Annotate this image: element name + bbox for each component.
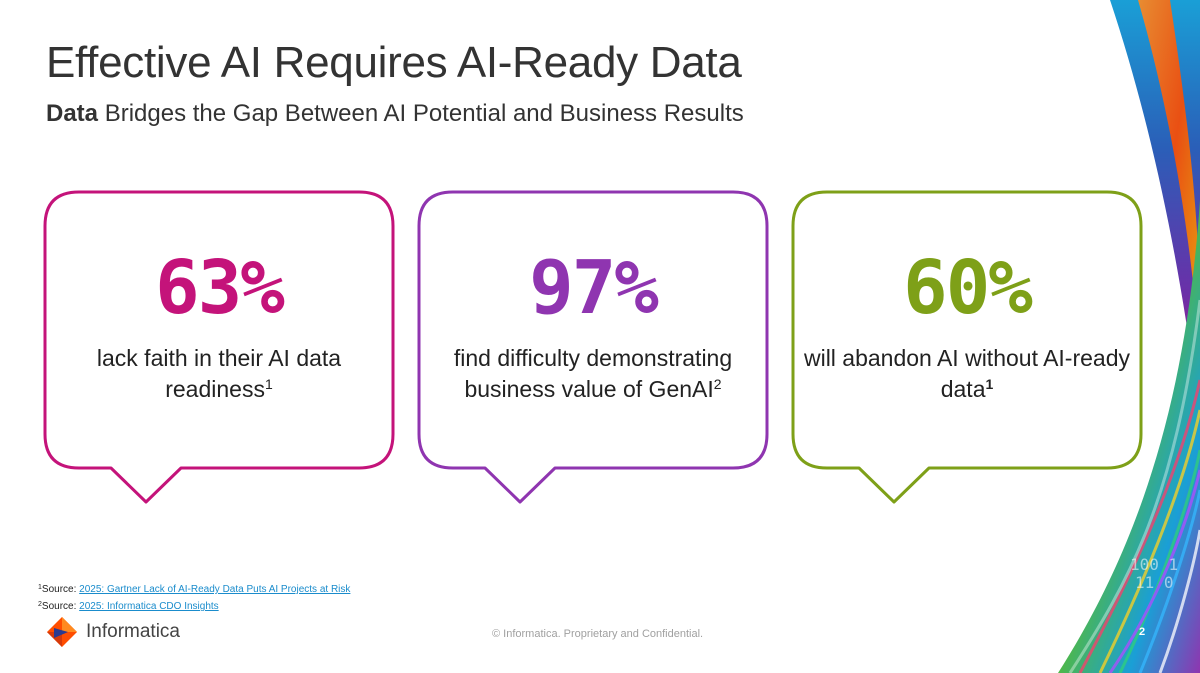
stat-value: 63%: [155, 245, 285, 331]
footnote-link-2[interactable]: 2025: Informatica CDO Insights: [79, 601, 219, 612]
subtitle-bold: Data: [46, 100, 99, 127]
copyright-notice: © Informatica. Proprietary and Confident…: [492, 628, 704, 640]
stat-bubble-1: 63% lack faith in their AI data readines…: [41, 190, 397, 506]
decorative-swoosh: 100 1 11 0: [1058, 0, 1200, 673]
page-number: 2: [1139, 626, 1146, 638]
footnote-ref: 2: [713, 376, 722, 392]
footnote-ref: 1: [264, 376, 273, 392]
speech-bubble-shape: [43, 190, 395, 504]
footnotes: 1Source: 2025: Gartner Lack of AI-Ready …: [38, 580, 350, 614]
footnote-link-1[interactable]: 2025: Gartner Lack of AI-Ready Data Puts…: [79, 584, 351, 595]
speech-bubble-shape: [417, 190, 769, 504]
stat-description: find difficulty demonstrating business v…: [453, 345, 733, 402]
informatica-logo-icon: [47, 617, 77, 647]
slide-title: Effective AI Requires AI-Ready Data: [46, 38, 742, 87]
stat-value: 97%: [529, 245, 659, 331]
stat-description: lack faith in their AI data readiness1: [96, 345, 342, 402]
footnote-ref: 1: [985, 376, 994, 392]
logo-wordmark: Informatica: [86, 621, 180, 642]
stat-bubble-2: 97% find difficulty demonstrating busine…: [415, 190, 771, 506]
speech-bubble-shape: [791, 190, 1143, 504]
binary-text-1: 100 1: [1130, 555, 1178, 574]
subtitle-rest: Bridges the Gap Between AI Potential and…: [98, 100, 744, 127]
stat-description: will abandon AI without AI-ready data1: [803, 345, 1131, 402]
footnote-2: 2Source: 2025: Informatica CDO Insights: [38, 601, 219, 612]
binary-text-2: 11 0: [1135, 573, 1174, 592]
stat-bubble-3: 60% will abandon AI without AI-ready dat…: [789, 190, 1145, 506]
stat-value: 60%: [903, 245, 1033, 331]
footnote-1: 1Source: 2025: Gartner Lack of AI-Ready …: [38, 584, 351, 595]
slide-subtitle: Data Bridges the Gap Between AI Potentia…: [46, 100, 744, 128]
informatica-logo: Informatica: [46, 616, 180, 648]
